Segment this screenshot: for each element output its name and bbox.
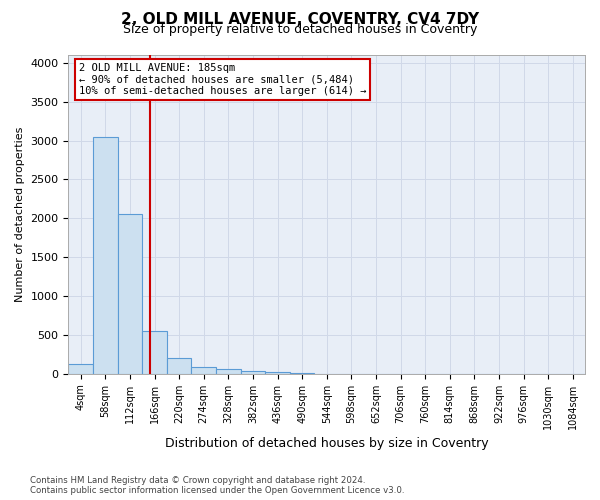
Bar (167, 358, 191, 374)
Y-axis label: Number of detached properties: Number of detached properties (15, 126, 25, 302)
Bar (216, 370, 241, 374)
Text: 2, OLD MILL AVENUE, COVENTRY, CV4 7DY: 2, OLD MILL AVENUE, COVENTRY, CV4 7DY (121, 12, 479, 28)
Bar (142, 330, 167, 374)
Text: Size of property relative to detached houses in Coventry: Size of property relative to detached ho… (123, 22, 477, 36)
Bar (191, 367, 216, 374)
Bar (241, 372, 265, 374)
Bar (93, 136, 118, 374)
Text: 2 OLD MILL AVENUE: 185sqm
← 90% of detached houses are smaller (5,484)
10% of se: 2 OLD MILL AVENUE: 185sqm ← 90% of detac… (79, 63, 366, 96)
Bar (118, 214, 142, 374)
Bar (265, 372, 290, 374)
Text: Contains HM Land Registry data © Crown copyright and database right 2024.
Contai: Contains HM Land Registry data © Crown c… (30, 476, 404, 495)
X-axis label: Distribution of detached houses by size in Coventry: Distribution of detached houses by size … (165, 437, 488, 450)
Bar (68, 364, 93, 374)
